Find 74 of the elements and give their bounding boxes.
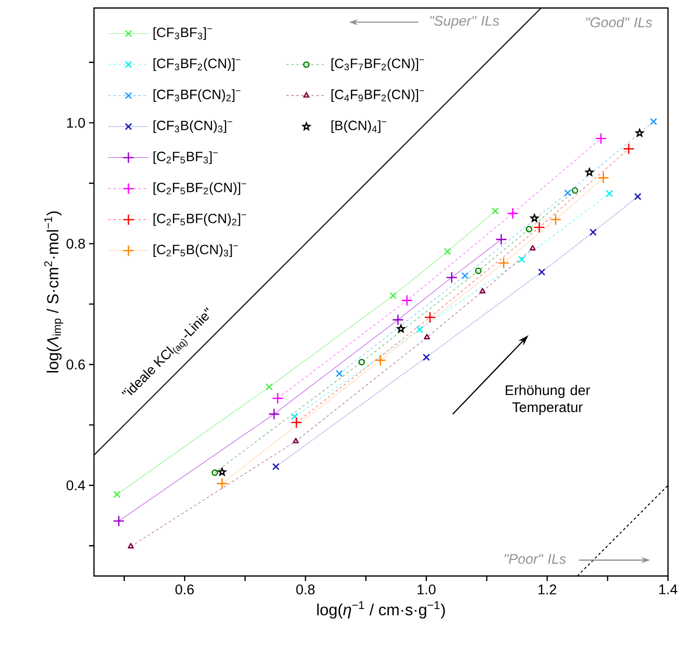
legend-label: [CF$_{3}$BF$_{3}$]$^{−}$ bbox=[154, 27, 212, 40]
point bbox=[113, 490, 121, 498]
legend-label: [C$_{3}$F$_{7}$BF$_{2}$(CN)]$^{−}$ bbox=[332, 58, 424, 71]
point bbox=[422, 354, 430, 361]
point bbox=[598, 172, 610, 184]
point bbox=[444, 248, 452, 256]
point bbox=[518, 256, 526, 263]
point bbox=[550, 214, 562, 226]
point bbox=[506, 208, 519, 220]
legend-label: [C$_{2}$F$_{5}$BF(CN)$_{2}$]$^{−}$ bbox=[154, 213, 246, 226]
point bbox=[218, 468, 226, 476]
point bbox=[416, 326, 424, 334]
point bbox=[358, 358, 365, 366]
y-tick-label: 0.4 bbox=[66, 480, 86, 490]
x-tick-label: 1.0 bbox=[418, 584, 436, 594]
point bbox=[634, 192, 642, 200]
point bbox=[290, 412, 298, 420]
point bbox=[479, 288, 486, 294]
point bbox=[212, 469, 218, 476]
point bbox=[266, 383, 273, 390]
point bbox=[446, 272, 458, 284]
y-tick-label: 1.0 bbox=[67, 118, 85, 128]
point bbox=[290, 416, 302, 428]
legend-label: [CF$_{3}$BF(CN)$_{2}$]$^{−}$ bbox=[154, 89, 240, 102]
point bbox=[533, 222, 546, 234]
point bbox=[216, 478, 228, 490]
annotation: "Super" ILs bbox=[430, 16, 500, 29]
x-axis-title: log(η$^{−1}$ / cm·s·g$^{−1}$) bbox=[317, 601, 445, 619]
point bbox=[272, 463, 280, 470]
point bbox=[572, 187, 578, 194]
point bbox=[475, 268, 482, 274]
x-tick-label: 0.6 bbox=[175, 584, 194, 594]
point bbox=[492, 207, 499, 215]
point bbox=[636, 128, 644, 137]
legend-label: [C$_{2}$F$_{5}$BF$_{3}$]$^{−}$ bbox=[154, 151, 218, 164]
y-tick-label: 0.8 bbox=[66, 238, 85, 249]
point bbox=[595, 132, 607, 144]
point bbox=[495, 234, 508, 246]
point bbox=[564, 189, 572, 197]
point bbox=[396, 324, 406, 332]
y-tick-label: 0.6 bbox=[66, 360, 85, 370]
point bbox=[461, 272, 469, 280]
point bbox=[538, 268, 546, 276]
legend-label: [C$_{2}$F$_{5}$B(CN)$_{3}$]$^{−}$ bbox=[154, 244, 238, 257]
point bbox=[622, 142, 635, 155]
x-tick-label: 0.8 bbox=[296, 584, 315, 594]
legend-label: [CF$_{3}$BF$_{2}$(CN)]$^{−}$ bbox=[154, 58, 240, 71]
legend-label: [CF$_{3}$B(CN)$_{3}$]$^{−}$ bbox=[154, 120, 232, 133]
point bbox=[268, 408, 280, 420]
point bbox=[530, 245, 536, 251]
point bbox=[128, 542, 134, 548]
point bbox=[606, 190, 614, 198]
point bbox=[389, 292, 397, 300]
legend-label: [B(CN)$_{4}$]$^{−}$ bbox=[332, 120, 386, 133]
point bbox=[272, 392, 284, 404]
point bbox=[526, 226, 532, 232]
point bbox=[374, 354, 386, 366]
point bbox=[292, 438, 299, 444]
point bbox=[424, 312, 436, 324]
point bbox=[589, 228, 597, 236]
annotation: "Poor" ILs bbox=[504, 554, 566, 564]
x-tick-label: 1.4 bbox=[659, 584, 678, 594]
point bbox=[112, 515, 125, 527]
point bbox=[424, 334, 430, 340]
annotation: "Good" ILs bbox=[586, 17, 652, 28]
point bbox=[650, 118, 658, 126]
point bbox=[336, 370, 343, 378]
x-tick-label: 1.2 bbox=[538, 584, 556, 594]
point bbox=[392, 314, 404, 326]
annotation: Erhöhung der Temperatur bbox=[506, 384, 590, 415]
legend-label: [C$_{4}$F$_{9}$BF$_{2}$(CN)]$^{−}$ bbox=[332, 89, 424, 102]
legend-label: [C$_{2}$F$_{5}$BF$_{2}$(CN)]$^{−}$ bbox=[154, 182, 246, 195]
point bbox=[401, 294, 413, 306]
point bbox=[498, 257, 510, 269]
